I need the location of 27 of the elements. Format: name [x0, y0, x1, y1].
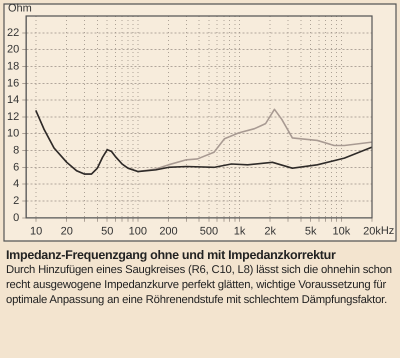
x-tick-label: 2k: [264, 225, 277, 238]
y-tick-label: 18: [6, 60, 20, 72]
x-tick-label: 100: [128, 225, 148, 238]
x-tick-label: 200: [159, 225, 178, 238]
x-tick-label: 500: [200, 225, 218, 238]
y-axis-title: Ohm: [8, 2, 32, 15]
x-tick-label: 20k: [363, 225, 382, 238]
x-tick-label: 50: [101, 225, 114, 238]
y-tick-label: 2: [13, 195, 20, 208]
y-tick-label: 14: [6, 94, 20, 106]
y-tick-label: 4: [13, 178, 20, 190]
y-tick-label: 20: [6, 44, 20, 56]
text: Impedanz-Frequenzgang ohne und mit Impedanzkorrektur: [6, 248, 337, 262]
y-tick-label: 12: [6, 110, 20, 123]
x-tick-label: 1k: [234, 225, 246, 238]
y-tick-label: 0: [13, 212, 20, 224]
y-tick-label: 10: [6, 128, 20, 140]
y-tick-label: 22: [6, 26, 20, 39]
text: Durch Hinzufügen eines Saugkreises (R6, C10, L8) lässt sich die ohnehin schon recht ausgewogene Impedanzkurve perfekt glätten, wichtige Voraussetzung für optimale Anpassung an eine Röhrenendstufe mit schlechtem Dämpfungsfaktor.: [6, 263, 393, 308]
y-tick-label: 6: [13, 161, 20, 174]
x-axis-title: Hz: [380, 224, 394, 237]
y-tick-label: 8: [13, 144, 20, 157]
x-tick-label: 5k: [304, 225, 318, 238]
y-tick-label: 16: [6, 77, 20, 90]
x-tick-label: 10: [30, 225, 42, 238]
x-tick-label: 10k: [332, 225, 351, 238]
x-tick-label: 20: [60, 225, 73, 238]
